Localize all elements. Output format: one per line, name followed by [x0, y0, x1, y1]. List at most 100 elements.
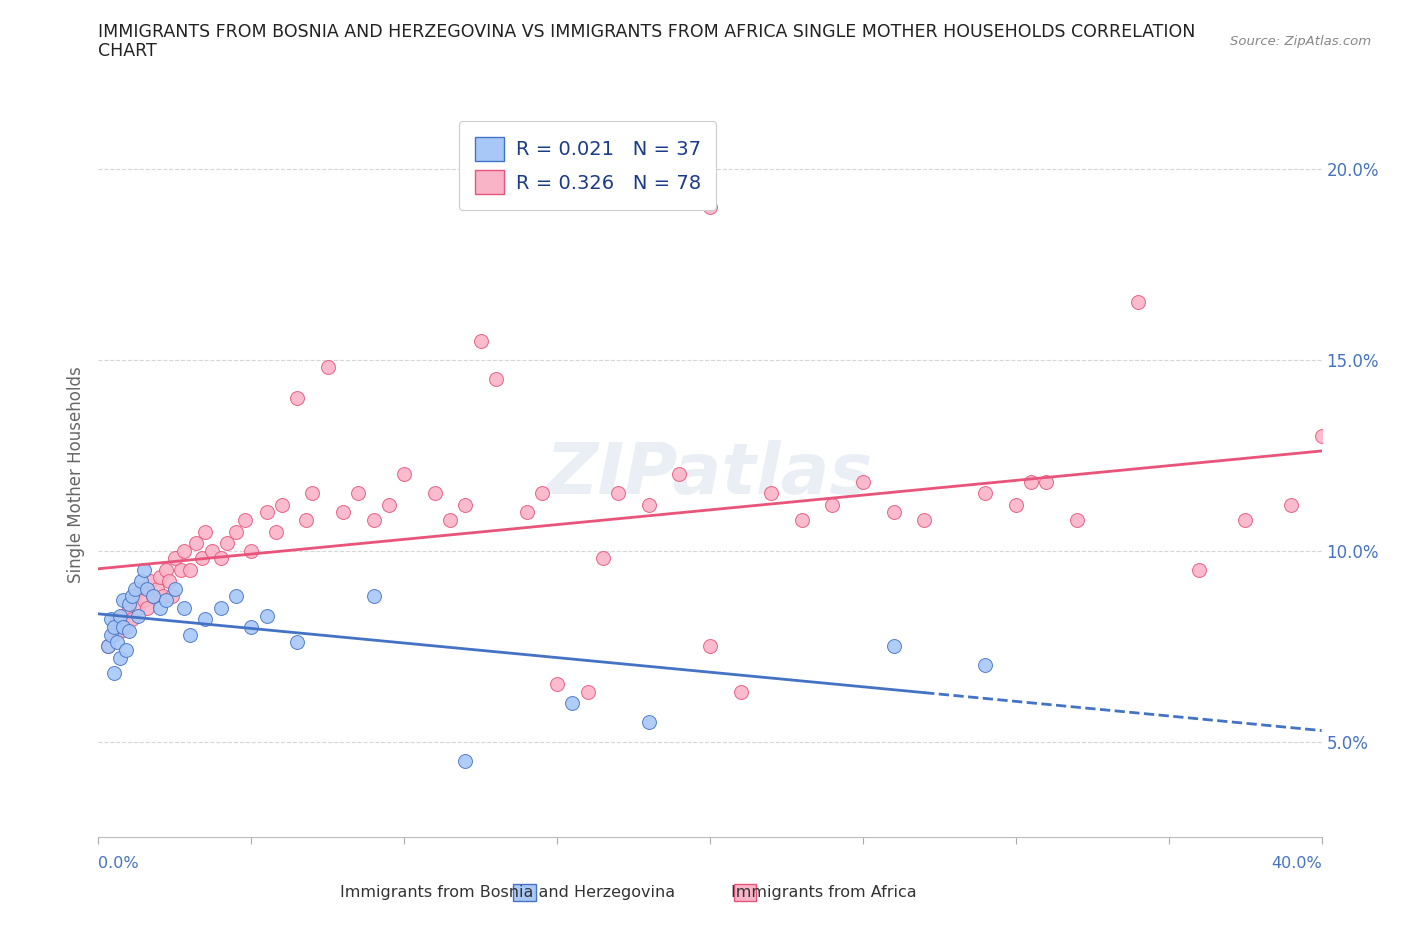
Text: Immigrants from Africa: Immigrants from Africa — [731, 885, 917, 900]
Point — [105, 612, 128, 627]
Point — [668, 467, 690, 482]
Y-axis label: Single Mother Households: Single Mother Households — [66, 365, 84, 583]
Point — [118, 597, 141, 612]
Point — [191, 551, 214, 565]
Point — [256, 608, 278, 623]
Point — [121, 612, 143, 627]
Point — [1035, 474, 1057, 489]
Point — [1234, 512, 1257, 527]
Point — [378, 498, 401, 512]
Text: Immigrants from Bosnia and Herzegovina: Immigrants from Bosnia and Herzegovina — [340, 885, 675, 900]
Point — [129, 581, 152, 596]
Point — [209, 601, 232, 616]
Point — [332, 505, 354, 520]
Point — [637, 498, 661, 512]
Point — [316, 360, 339, 375]
Text: 0.0%: 0.0% — [98, 856, 139, 870]
Point — [699, 639, 721, 654]
Point — [347, 486, 370, 501]
Point — [576, 684, 599, 699]
Point — [974, 486, 997, 501]
Point — [111, 592, 134, 607]
Point — [852, 474, 875, 489]
Point — [363, 512, 385, 527]
Point — [100, 627, 122, 642]
Point — [240, 619, 263, 634]
Point — [179, 563, 201, 578]
Point — [118, 623, 141, 638]
Point — [730, 684, 752, 699]
Point — [699, 200, 721, 215]
Point — [111, 619, 134, 634]
Point — [215, 536, 238, 551]
Point — [454, 753, 477, 768]
Point — [233, 512, 256, 527]
Legend: R = 0.021   N = 37, R = 0.326   N = 78: R = 0.021 N = 37, R = 0.326 N = 78 — [460, 121, 716, 209]
Point — [883, 505, 905, 520]
Point — [155, 592, 177, 607]
Point — [149, 601, 172, 616]
Point — [225, 525, 247, 539]
Text: IMMIGRANTS FROM BOSNIA AND HERZEGOVINA VS IMMIGRANTS FROM AFRICA SINGLE MOTHER H: IMMIGRANTS FROM BOSNIA AND HERZEGOVINA V… — [98, 23, 1195, 41]
Point — [423, 486, 446, 501]
Point — [111, 608, 134, 623]
Point — [142, 589, 165, 604]
Point — [157, 574, 180, 589]
Point — [392, 467, 416, 482]
Point — [1279, 498, 1302, 512]
Point — [561, 696, 583, 711]
Point — [821, 498, 844, 512]
Point — [129, 574, 152, 589]
Point — [152, 589, 174, 604]
Point — [163, 551, 186, 565]
Point — [470, 333, 492, 348]
Point — [97, 639, 120, 654]
Point — [170, 563, 193, 578]
Point — [439, 512, 461, 527]
Point — [173, 601, 195, 616]
Point — [1310, 429, 1333, 444]
Point — [124, 581, 146, 596]
Point — [139, 574, 162, 589]
Point — [592, 551, 614, 565]
Point — [115, 643, 138, 658]
Point — [179, 627, 201, 642]
Point — [264, 525, 287, 539]
Point — [1188, 563, 1211, 578]
Text: Source: ZipAtlas.com: Source: ZipAtlas.com — [1230, 35, 1371, 48]
Point — [454, 498, 477, 512]
Point — [1066, 512, 1088, 527]
Point — [127, 608, 149, 623]
Point — [363, 589, 385, 604]
Point — [108, 608, 131, 623]
Point — [160, 589, 183, 604]
Point — [285, 635, 308, 650]
Point — [1019, 474, 1042, 489]
Point — [530, 486, 553, 501]
Point — [142, 589, 165, 604]
Point — [295, 512, 318, 527]
Point — [883, 639, 905, 654]
Point — [256, 505, 278, 520]
Text: 40.0%: 40.0% — [1271, 856, 1322, 870]
Point — [516, 505, 538, 520]
Point — [200, 543, 222, 558]
Point — [301, 486, 323, 501]
Point — [186, 536, 208, 551]
Point — [103, 665, 125, 680]
Point — [974, 658, 997, 672]
Point — [97, 639, 120, 654]
Point — [912, 512, 935, 527]
Point — [115, 619, 138, 634]
Point — [124, 589, 146, 604]
Point — [759, 486, 782, 501]
Point — [285, 391, 308, 405]
Point — [240, 543, 263, 558]
Point — [118, 601, 141, 616]
Point — [100, 612, 122, 627]
Point — [485, 371, 508, 386]
Point — [209, 551, 232, 565]
Point — [194, 612, 217, 627]
Point — [607, 486, 630, 501]
Point — [103, 627, 125, 642]
